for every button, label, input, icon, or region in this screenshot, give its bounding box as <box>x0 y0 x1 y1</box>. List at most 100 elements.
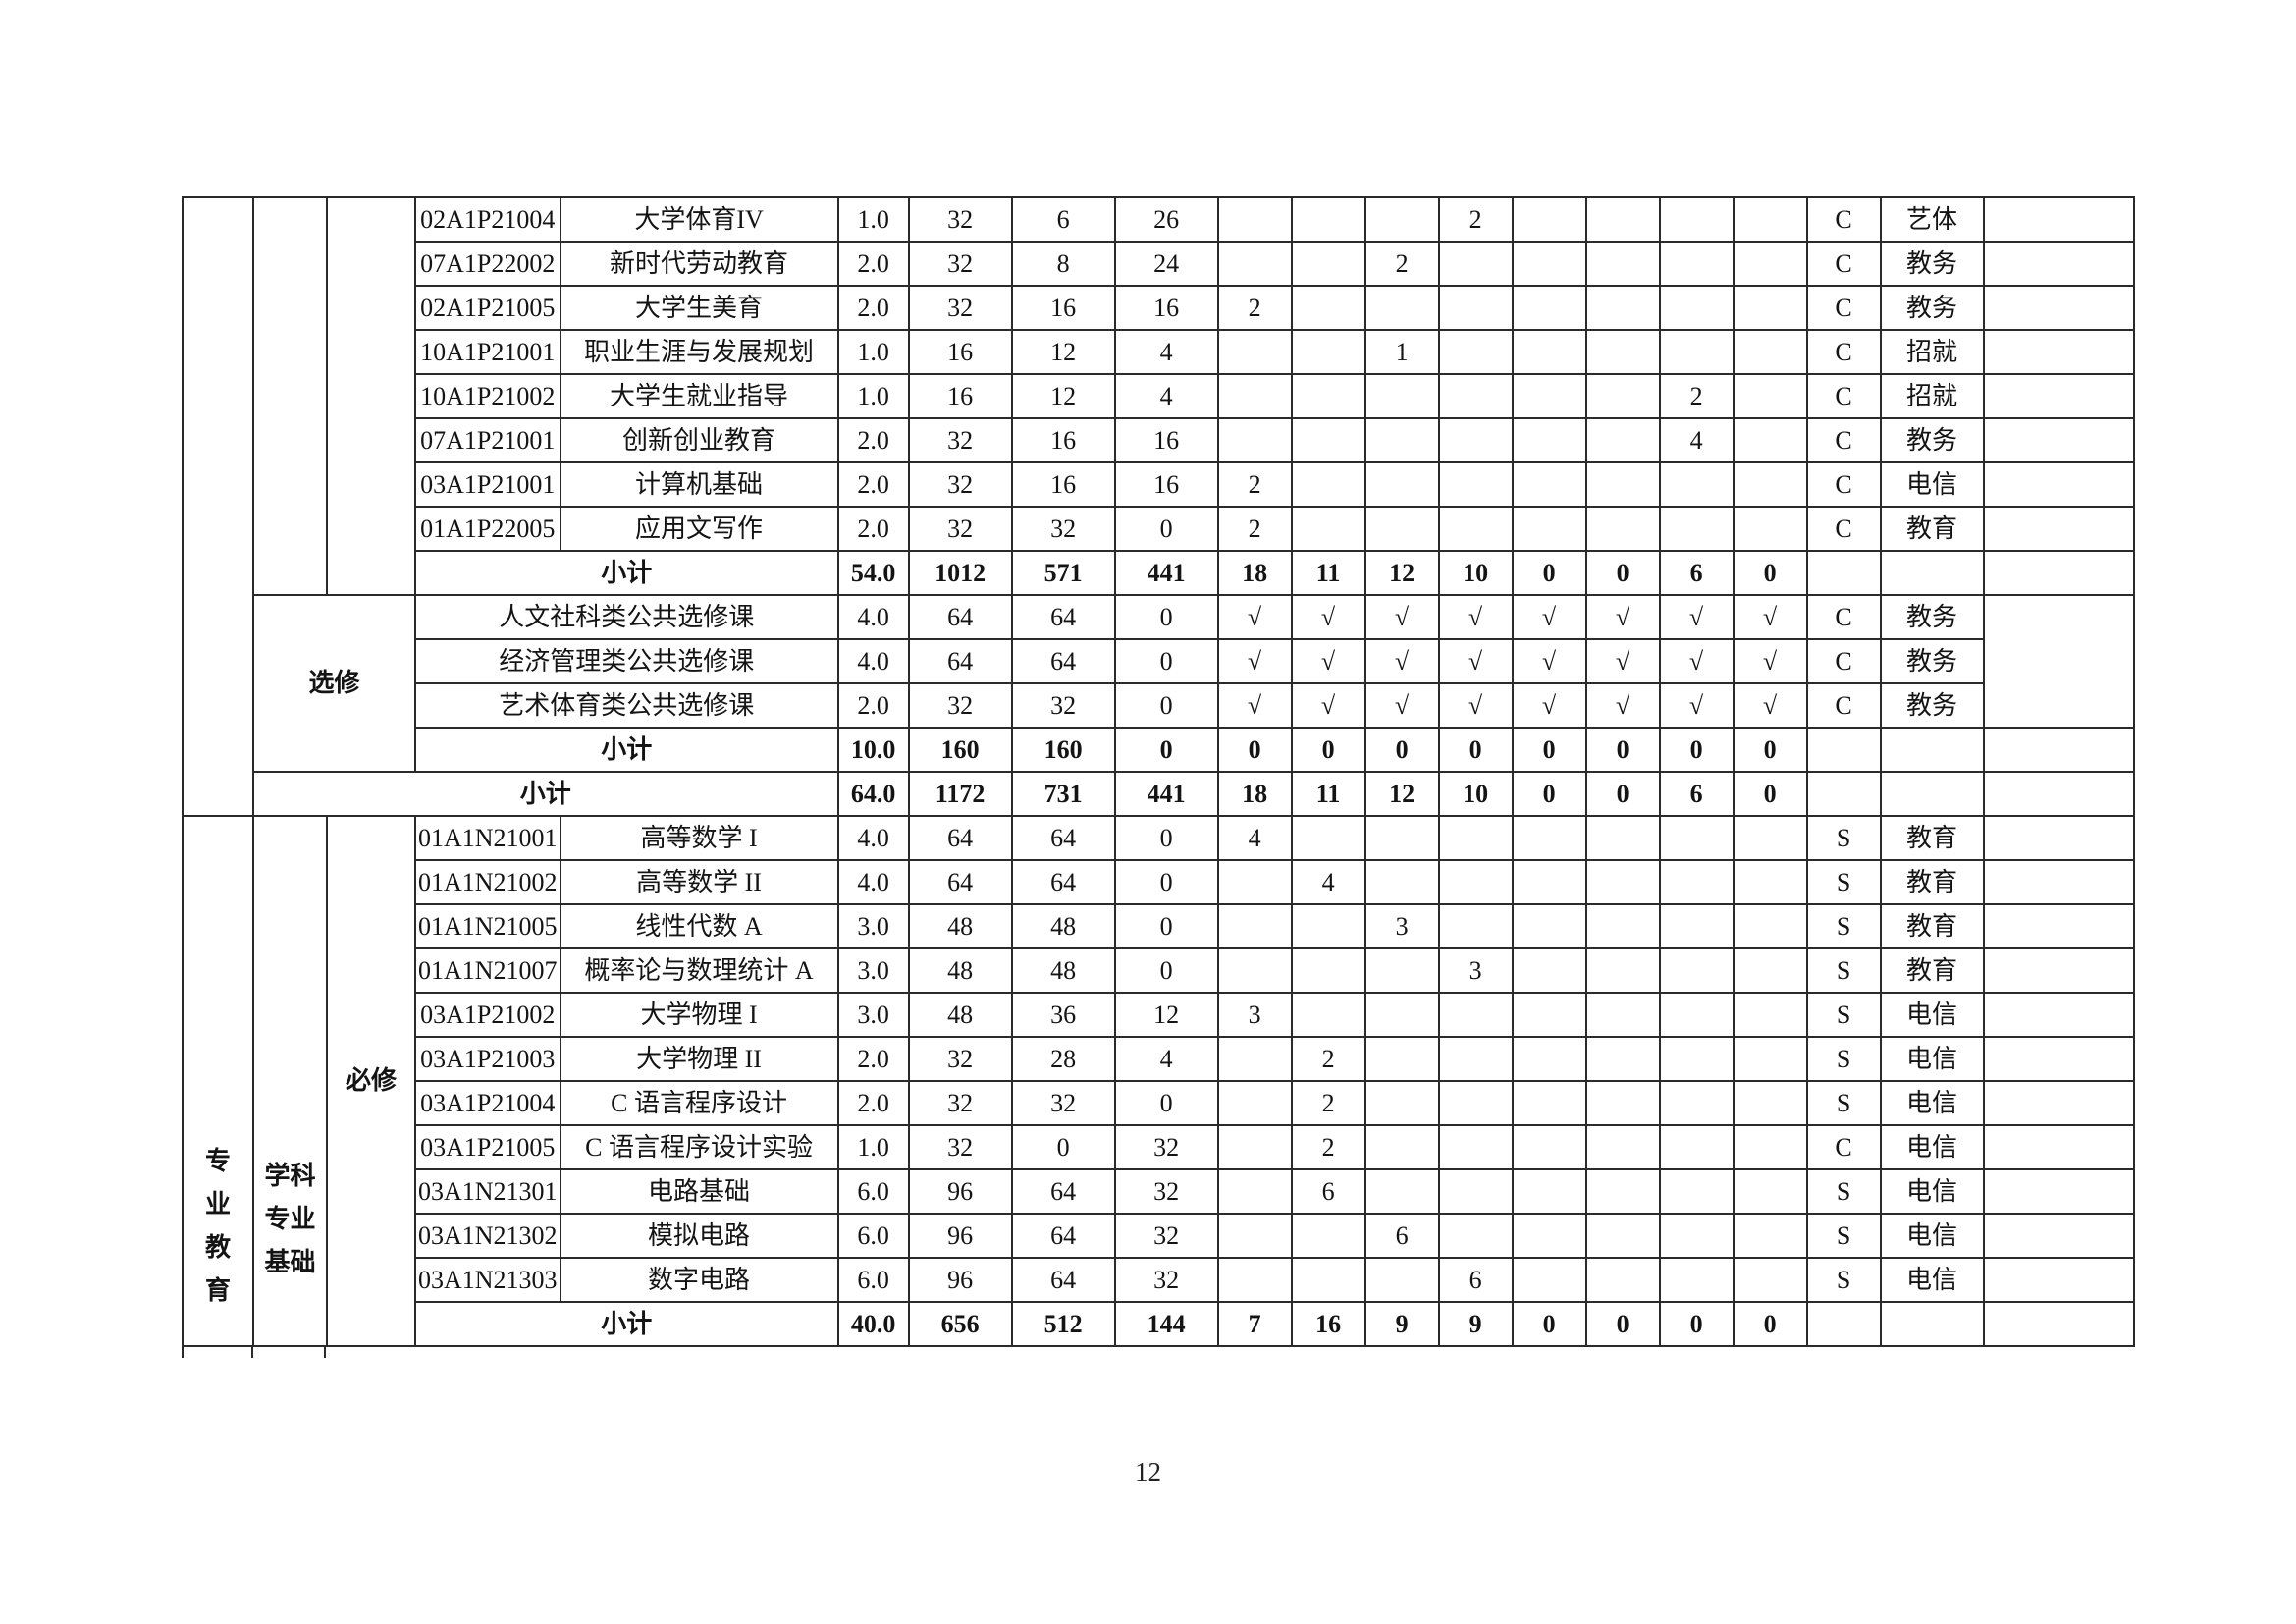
sem-6 <box>1584 329 1661 375</box>
course-code: 01A1N21005 <box>414 903 561 949</box>
course-name: 线性代数 A <box>559 903 839 949</box>
sem-7 <box>1658 947 1735 994</box>
practice-hours: 0 <box>1113 815 1219 861</box>
course-name: 新时代劳动教育 <box>559 241 839 287</box>
course-name: 人文社科类公共选修课 <box>414 594 839 640</box>
exam-mode: C <box>1805 285 1882 331</box>
total-hours: 64 <box>907 815 1013 861</box>
practice-hours: 32 <box>1113 1257 1219 1303</box>
course-code: 01A1N21002 <box>414 859 561 905</box>
total-hours: 48 <box>907 903 1013 949</box>
sem-8 <box>1732 506 1808 552</box>
practice-hours: 441 <box>1113 771 1219 817</box>
course-name: 创新创业教育 <box>559 417 839 463</box>
course-code: 01A1P22005 <box>414 506 561 552</box>
dept: 教务 <box>1879 285 1985 331</box>
sem-6: 0 <box>1584 1301 1661 1347</box>
lecture-hours: 160 <box>1010 727 1116 773</box>
sem-2 <box>1290 461 1366 508</box>
exam-mode: C <box>1805 1124 1882 1170</box>
sem-4 <box>1437 1080 1514 1126</box>
credit: 6.0 <box>836 1213 910 1259</box>
sem-7 <box>1658 815 1735 861</box>
credit: 4.0 <box>836 859 910 905</box>
sem-5 <box>1511 1257 1587 1303</box>
practice-hours: 26 <box>1113 196 1219 243</box>
exam-mode: C <box>1805 241 1882 287</box>
sem-5 <box>1511 461 1587 508</box>
dept: 电信 <box>1879 1257 1985 1303</box>
sem-1 <box>1216 1257 1293 1303</box>
sem-7 <box>1658 992 1735 1038</box>
sem-8 <box>1732 1124 1808 1170</box>
credit: 2.0 <box>836 1080 910 1126</box>
remark <box>1982 196 2135 243</box>
sem-1 <box>1216 1168 1293 1215</box>
dept: 教育 <box>1879 815 1985 861</box>
exam-mode: S <box>1805 1036 1882 1082</box>
dept: 电信 <box>1879 1036 1985 1082</box>
sem-6 <box>1584 815 1661 861</box>
lecture-hours: 12 <box>1010 373 1116 419</box>
lecture-hours: 28 <box>1010 1036 1116 1082</box>
remark <box>1982 727 2135 773</box>
sem-7 <box>1658 241 1735 287</box>
total-hours: 32 <box>907 285 1013 331</box>
credit: 1.0 <box>836 1124 910 1170</box>
section-elective-label: 选修 <box>252 594 416 773</box>
sem-5: √ <box>1511 594 1587 640</box>
credit: 1.0 <box>836 196 910 243</box>
sem-3: 6 <box>1363 1213 1440 1259</box>
remark <box>1982 241 2135 287</box>
sem-6 <box>1584 1213 1661 1259</box>
sem-5 <box>1511 1080 1587 1126</box>
course-name: 大学生美育 <box>559 285 839 331</box>
course-name: 大学体育IV <box>559 196 839 243</box>
credit: 6.0 <box>836 1168 910 1215</box>
sem-4: √ <box>1437 594 1514 640</box>
lecture-hours: 64 <box>1010 859 1116 905</box>
sem-4 <box>1437 1213 1514 1259</box>
dept: 电信 <box>1879 461 1985 508</box>
sem-4 <box>1437 1036 1514 1082</box>
sem-8 <box>1732 1036 1808 1082</box>
sem-3 <box>1363 1080 1440 1126</box>
course-name: 职业生涯与发展规划 <box>559 329 839 375</box>
sem-7 <box>1658 1036 1735 1082</box>
dept: 教育 <box>1879 506 1985 552</box>
exam-mode: C <box>1805 594 1882 640</box>
course-name: C 语言程序设计 <box>559 1080 839 1126</box>
sem-5 <box>1511 329 1587 375</box>
type-required-label: 必修 <box>326 815 416 1347</box>
practice-hours: 0 <box>1113 682 1219 729</box>
sem-6: 0 <box>1584 771 1661 817</box>
lecture-hours: 16 <box>1010 417 1116 463</box>
sem-4 <box>1437 859 1514 905</box>
sem-3 <box>1363 506 1440 552</box>
dept: 教务 <box>1879 594 1985 640</box>
practice-hours: 4 <box>1113 1036 1219 1082</box>
sem-4 <box>1437 1168 1514 1215</box>
subtotal-label: 小计 <box>414 1301 839 1347</box>
remark <box>1982 859 2135 905</box>
sem-8 <box>1732 329 1808 375</box>
sem-6: √ <box>1584 638 1661 684</box>
sem-6 <box>1584 373 1661 419</box>
sem-2: √ <box>1290 682 1366 729</box>
course-code: 01A1N21001 <box>414 815 561 861</box>
sem-7 <box>1658 1213 1735 1259</box>
sem-5 <box>1511 1036 1587 1082</box>
sem-4 <box>1437 329 1514 375</box>
sem-7 <box>1658 859 1735 905</box>
dept: 招就 <box>1879 373 1985 419</box>
credit: 2.0 <box>836 285 910 331</box>
sem-4 <box>1437 992 1514 1038</box>
sem-2: 2 <box>1290 1124 1366 1170</box>
sem-1 <box>1216 1036 1293 1082</box>
sem-7: 0 <box>1658 727 1735 773</box>
total-hours: 1172 <box>907 771 1013 817</box>
sem-8 <box>1732 1213 1808 1259</box>
sem-8: √ <box>1732 638 1808 684</box>
sem-1: 2 <box>1216 506 1293 552</box>
dept <box>1879 550 1985 596</box>
